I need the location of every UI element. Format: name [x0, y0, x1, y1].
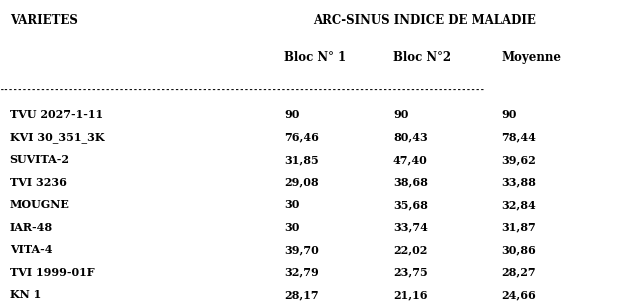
- Text: KVI 30_351_3K: KVI 30_351_3K: [10, 132, 104, 143]
- Text: 33,88: 33,88: [502, 177, 537, 188]
- Text: Bloc N° 1: Bloc N° 1: [284, 51, 346, 64]
- Text: 90: 90: [393, 109, 408, 120]
- Text: TVU 2027-1-11: TVU 2027-1-11: [10, 109, 103, 120]
- Text: 76,46: 76,46: [284, 132, 320, 143]
- Text: 90: 90: [502, 109, 517, 120]
- Text: 31,87: 31,87: [502, 222, 536, 233]
- Text: --------------------------------------------------------------------------------: ----------------------------------------…: [0, 86, 486, 95]
- Text: 39,70: 39,70: [284, 244, 319, 255]
- Text: ARC-SINUS INDICE DE MALADIE: ARC-SINUS INDICE DE MALADIE: [314, 14, 536, 27]
- Text: VARIETES: VARIETES: [10, 14, 77, 27]
- Text: 28,27: 28,27: [502, 267, 536, 278]
- Text: 21,16: 21,16: [393, 289, 427, 300]
- Text: 90: 90: [284, 109, 300, 120]
- Text: 80,43: 80,43: [393, 132, 427, 143]
- Text: 33,74: 33,74: [393, 222, 428, 233]
- Text: 47,40: 47,40: [393, 154, 427, 165]
- Text: 24,66: 24,66: [502, 289, 536, 300]
- Text: VITA-4: VITA-4: [10, 244, 52, 255]
- Text: 78,44: 78,44: [502, 132, 537, 143]
- Text: 28,17: 28,17: [284, 289, 319, 300]
- Text: 29,08: 29,08: [284, 177, 319, 188]
- Text: IAR-48: IAR-48: [10, 222, 52, 233]
- Text: 30,86: 30,86: [502, 244, 536, 255]
- Text: 38,68: 38,68: [393, 177, 428, 188]
- Text: 30: 30: [284, 222, 300, 233]
- Text: 32,79: 32,79: [284, 267, 319, 278]
- Text: TVI 1999-01F: TVI 1999-01F: [10, 267, 94, 278]
- Text: 23,75: 23,75: [393, 267, 427, 278]
- Text: KN 1: KN 1: [10, 289, 41, 300]
- Text: 31,85: 31,85: [284, 154, 319, 165]
- Text: 30: 30: [284, 199, 300, 210]
- Text: 39,62: 39,62: [502, 154, 536, 165]
- Text: SUVITA-2: SUVITA-2: [10, 154, 70, 165]
- Text: 35,68: 35,68: [393, 199, 428, 210]
- Text: MOUGNE: MOUGNE: [10, 199, 70, 210]
- Text: 32,84: 32,84: [502, 199, 536, 210]
- Text: TVI 3236: TVI 3236: [10, 177, 66, 188]
- Text: 22,02: 22,02: [393, 244, 427, 255]
- Text: Bloc N°2: Bloc N°2: [393, 51, 451, 64]
- Text: Moyenne: Moyenne: [502, 51, 562, 64]
